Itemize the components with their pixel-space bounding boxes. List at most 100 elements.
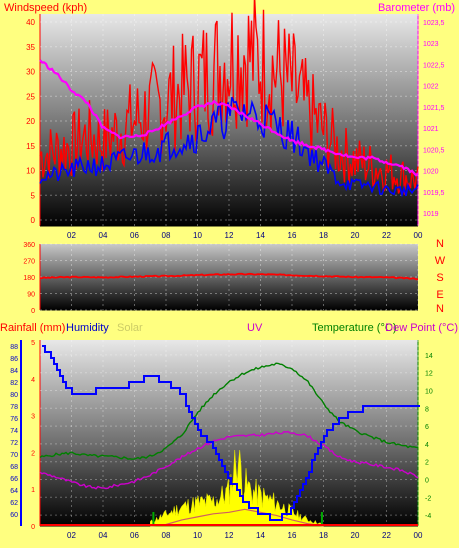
humidity-tick-label: 82 — [10, 380, 18, 387]
hour-tick-label: 00 — [414, 531, 423, 540]
humidity-tick-label: 78 — [10, 404, 18, 411]
barometer-axis-label: Barometer (mb) — [378, 2, 455, 14]
rain-tick-label: 5 — [31, 340, 35, 347]
wind-tick-label: 15 — [26, 142, 35, 151]
humidity-tick-label: 76 — [10, 416, 18, 423]
solar-label: Solar — [117, 322, 143, 334]
hour-tick-label: 14 — [256, 531, 265, 540]
windspeed-axis-label: Windspeed (kph) — [4, 2, 87, 14]
rain-tick-label: 3 — [31, 414, 35, 421]
barometer-tick-label: 1019,5 — [423, 190, 445, 197]
temperature-tick-label: 6 — [425, 424, 429, 431]
wind-tick-label: 35 — [26, 43, 35, 52]
hour-tick-label: 02 — [67, 231, 76, 240]
hour-tick-label: 02 — [67, 531, 76, 540]
hour-tick-label: 22 — [382, 531, 391, 540]
hour-tick-label: 06 — [130, 231, 139, 240]
humidity-tick-label: 60 — [10, 512, 18, 519]
rain-tick-label: 1 — [31, 487, 35, 494]
temperature-tick-label: 0 — [425, 478, 429, 485]
hour-tick-label: 20 — [351, 531, 360, 540]
direction-tick-label: 90 — [27, 292, 35, 299]
temperature-tick-label: 4 — [425, 442, 429, 449]
hour-tick-label: 14 — [256, 231, 265, 240]
temperature-tick-label: 12 — [425, 371, 433, 378]
temperature-tick-label: 14 — [425, 353, 433, 360]
wind-tick-label: 25 — [26, 92, 35, 101]
hour-tick-label: 12 — [225, 231, 234, 240]
humidity-tick-label: 72 — [10, 440, 18, 447]
uv-line — [150, 508, 324, 527]
rainfall-label: Rainfall (mm) — [0, 322, 65, 334]
wind-tick-label: 30 — [26, 68, 35, 77]
hour-tick-label: 06 — [130, 531, 139, 540]
hour-tick-label: 04 — [99, 231, 108, 240]
compass-n-top: N — [436, 238, 444, 250]
humidity-tick-label: 80 — [10, 392, 18, 399]
wind-tick-label: 5 — [31, 191, 36, 200]
direction-tick-label: 180 — [23, 275, 35, 282]
wind-gust-line — [39, 0, 419, 195]
wind-direction-line — [39, 272, 419, 281]
humidity-tick-label: 66 — [10, 476, 18, 483]
hour-tick-label: 10 — [193, 231, 202, 240]
barometer-tick-label: 1023 — [423, 41, 439, 48]
humidity-tick-label: 74 — [10, 428, 18, 435]
compass-s: S — [436, 272, 443, 284]
hour-tick-label: 10 — [193, 531, 202, 540]
rain-tick-label: 4 — [31, 377, 35, 384]
wind-tick-label: 10 — [26, 167, 35, 176]
barometer-tick-label: 1022 — [423, 84, 439, 91]
hour-tick-label: 08 — [162, 531, 171, 540]
wind-average-line — [39, 96, 419, 198]
barometer-tick-label: 1021 — [423, 126, 439, 133]
barometer-tick-label: 1019 — [423, 211, 439, 218]
wind-tick-label: 40 — [26, 18, 35, 27]
hour-tick-label: 08 — [162, 231, 171, 240]
barometer-tick-label: 1020 — [423, 169, 439, 176]
hour-tick-label: 20 — [351, 231, 360, 240]
barometer-tick-label: 1021,5 — [423, 105, 445, 112]
direction-tick-label: 0 — [31, 308, 35, 315]
barometer-tick-label: 1023,5 — [423, 20, 445, 27]
humidity-tick-label: 70 — [10, 452, 18, 459]
barometer-tick-label: 1022,5 — [423, 62, 445, 69]
compass-w: W — [435, 255, 446, 267]
temperature-line — [39, 362, 419, 460]
direction-tick-label: 270 — [23, 259, 35, 266]
hour-tick-label: 22 — [382, 231, 391, 240]
barometer-line — [39, 59, 419, 177]
dewpoint-label: Dew Point (°C) — [385, 322, 458, 334]
wind-plot-area — [40, 14, 418, 226]
barometer-tick-label: 1020,5 — [423, 147, 445, 154]
temperature-tick-label: -4 — [425, 513, 431, 520]
hour-tick-label: 00 — [414, 231, 423, 240]
humidity-tick-label: 88 — [10, 344, 18, 351]
temperature-tick-label: 8 — [425, 406, 429, 413]
data-series — [39, 0, 420, 527]
humidity-tick-label: 62 — [10, 500, 18, 507]
hour-tick-label: 04 — [99, 531, 108, 540]
direction-tick-label: 360 — [23, 242, 35, 249]
hour-tick-label: 16 — [288, 531, 297, 540]
compass-e: E — [436, 289, 443, 301]
compass-n-bottom: N — [436, 303, 444, 315]
humidity-label: Humidity — [66, 322, 109, 334]
temperature-tick-label: 10 — [425, 389, 433, 396]
rain-tick-label: 0 — [31, 524, 35, 531]
temperature-tick-label: -2 — [425, 495, 431, 502]
dewpoint-line — [39, 430, 419, 490]
rain-tick-label: 2 — [31, 450, 35, 457]
wind-tick-label: 0 — [31, 216, 36, 225]
hour-tick-label: 18 — [319, 231, 328, 240]
tick-labels: 051015202530354010191019,510201020,51021… — [10, 18, 444, 540]
hour-tick-label: 16 — [288, 231, 297, 240]
humidity-tick-label: 64 — [10, 488, 18, 495]
humidity-line — [42, 345, 420, 521]
uv-label: UV — [247, 322, 263, 334]
humidity-tick-label: 84 — [10, 368, 18, 375]
temperature-tick-label: 2 — [425, 460, 429, 467]
humidity-tick-label: 86 — [10, 356, 18, 363]
